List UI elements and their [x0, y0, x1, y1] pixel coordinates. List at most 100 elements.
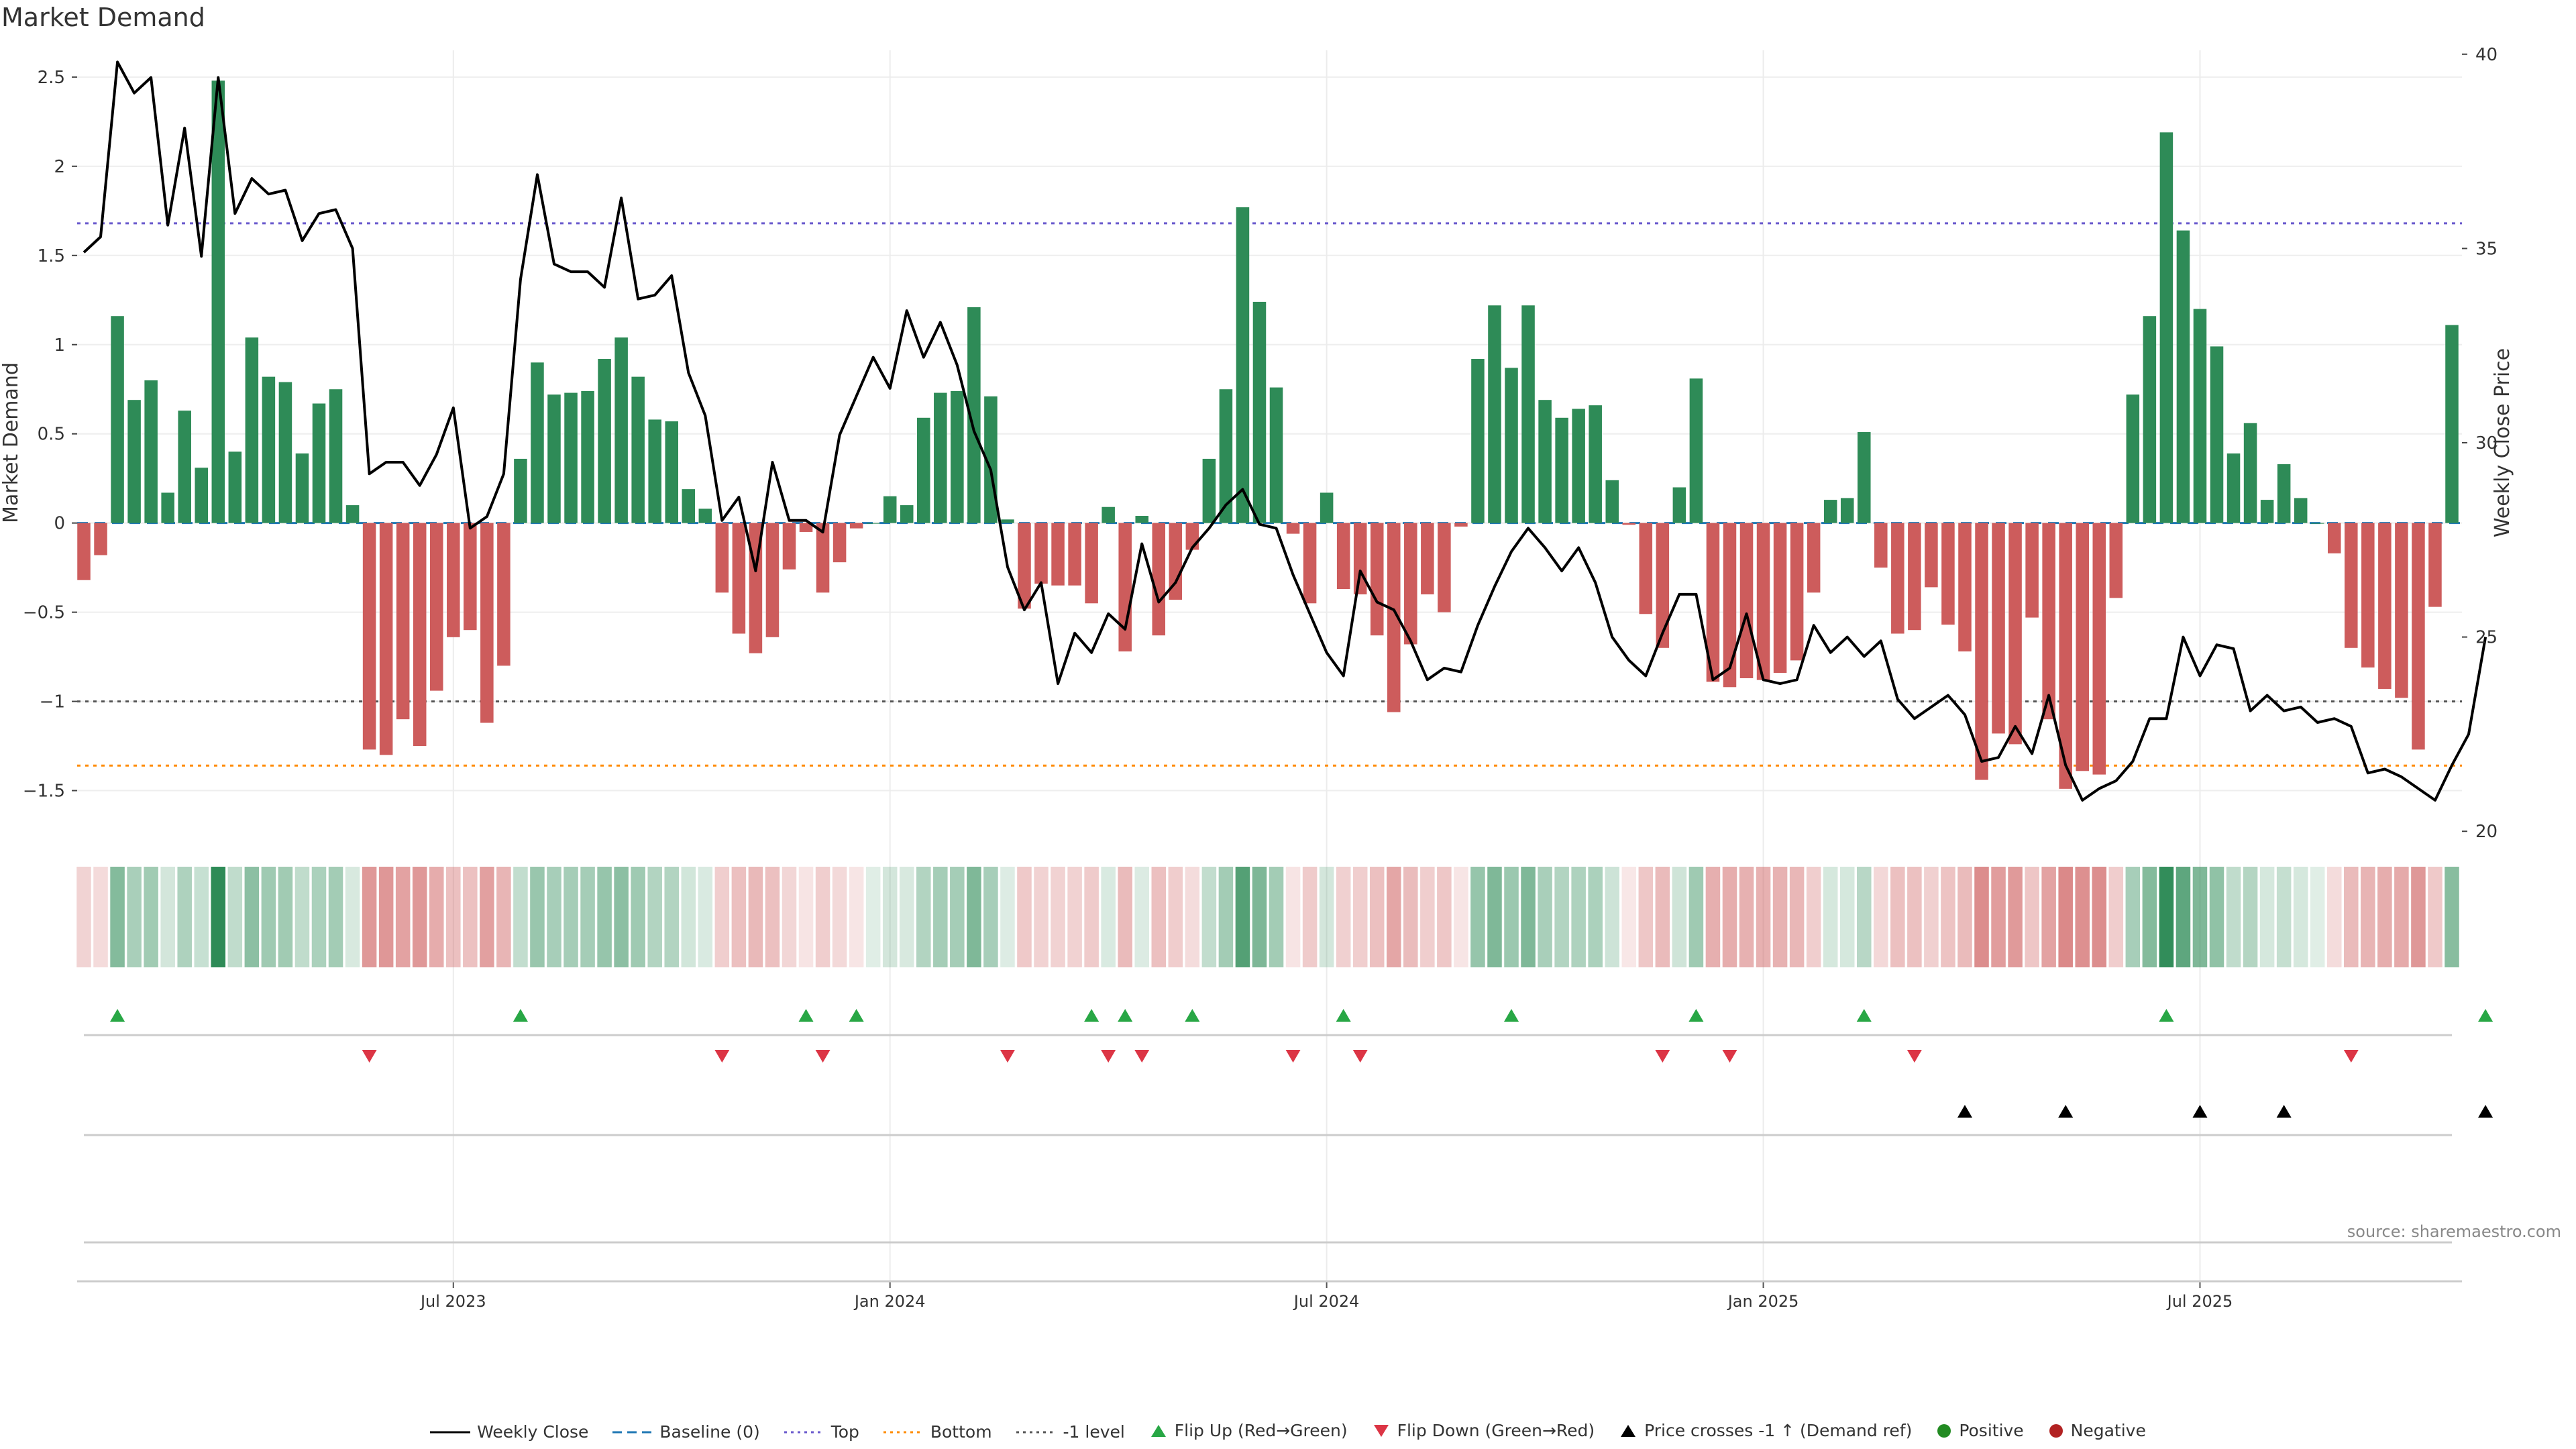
heat-cell	[1941, 867, 1955, 967]
heat-cell	[1605, 867, 1619, 967]
demand-bar	[514, 458, 527, 523]
demand-bar	[2310, 523, 2324, 524]
heat-cell	[1974, 867, 1989, 967]
demand-bar	[2226, 453, 2241, 523]
demand-bar	[631, 376, 645, 523]
demand-bar	[1807, 523, 1821, 593]
heat-cell	[631, 867, 645, 967]
heat-cell	[2445, 867, 2459, 967]
heat-cell	[2125, 867, 2141, 967]
heat-cell	[1319, 867, 1334, 967]
legend-positive: Positive	[1936, 1421, 2024, 1440]
heat-cell	[2209, 867, 2224, 967]
heat-cell	[882, 867, 898, 967]
heat-cell	[2058, 867, 2073, 967]
heat-cell	[480, 867, 494, 967]
demand-bar	[1756, 523, 1770, 680]
legend-price-cross: Price crosses -1 ↑ (Demand ref)	[1619, 1421, 1912, 1440]
demand-bar	[1387, 523, 1401, 712]
heat-cell	[1454, 867, 1468, 967]
price-cross-marker	[2192, 1105, 2208, 1118]
y2-tick-label: 40	[2475, 45, 2498, 65]
heat-cell	[530, 867, 545, 967]
heat-cell	[2361, 867, 2375, 967]
flip-up-marker	[849, 1009, 864, 1022]
legend-label: Weekly Close	[477, 1422, 589, 1442]
demand-bar	[682, 489, 696, 523]
demand-bar	[2378, 523, 2392, 689]
legend-label: -1 level	[1063, 1422, 1125, 1442]
heat-cell	[2411, 867, 2426, 967]
demand-bar	[1034, 523, 1048, 584]
flip-up-marker	[1504, 1009, 1519, 1022]
heat-cell	[2394, 867, 2409, 967]
price-cross-marker	[1957, 1105, 1972, 1118]
demand-bar	[1336, 523, 1350, 590]
demand-bar	[698, 508, 712, 523]
heat-cell	[1285, 867, 1301, 967]
demand-bar	[2395, 523, 2408, 698]
demand-bar	[312, 403, 326, 523]
heat-cell	[412, 867, 427, 967]
demand-bar	[782, 523, 796, 570]
demand-bar	[195, 468, 209, 523]
heat-cell	[1487, 867, 1502, 967]
demand-bar	[396, 523, 410, 720]
demand-bar	[581, 390, 594, 523]
demand-bar	[2008, 523, 2022, 745]
demand-bar	[1051, 523, 1065, 586]
legend-label: Price crosses -1 ↑ (Demand ref)	[1644, 1421, 1913, 1440]
heat-cell	[2243, 867, 2258, 967]
heat-cell	[1437, 867, 1452, 967]
page-title: Market Demand	[1, 3, 205, 32]
flip-down-marker	[1722, 1050, 1737, 1063]
y-tick-label: −0.5	[23, 603, 65, 623]
demand-bar	[2092, 523, 2106, 775]
demand-bar	[1404, 523, 1417, 645]
demand-bar	[379, 523, 393, 755]
circle-icon	[2049, 1424, 2063, 1438]
heat-cell	[1638, 867, 1654, 967]
demand-bar	[1538, 400, 1552, 523]
heat-cell	[328, 867, 343, 967]
demand-bar	[531, 362, 544, 523]
demand-bar	[1639, 523, 1653, 614]
demand-bar	[2428, 523, 2442, 607]
demand-bar	[77, 523, 91, 580]
demand-heatmap-strip	[76, 867, 2459, 967]
demand-bar	[1605, 480, 1619, 523]
heat-cell	[244, 867, 260, 967]
heat-cell	[1672, 867, 1687, 967]
heat-cell	[2108, 867, 2124, 967]
heat-cell	[1051, 867, 1065, 967]
heat-cell	[362, 867, 377, 967]
demand-bar	[413, 523, 427, 747]
heat-cell	[647, 867, 662, 967]
heat-cell	[160, 867, 175, 967]
demand-bar	[2042, 523, 2055, 720]
legend-label: Baseline (0)	[659, 1422, 760, 1442]
legend-label: Negative	[2070, 1421, 2146, 1440]
heat-cell	[2008, 867, 2023, 967]
flip-up-marker	[1118, 1009, 1133, 1022]
demand-bar	[1135, 516, 1148, 523]
demand-bar	[665, 421, 679, 523]
demand-bar	[94, 523, 107, 555]
demand-bar	[1908, 523, 1921, 631]
heat-cell	[1017, 867, 1032, 967]
demand-bar	[1874, 523, 1888, 568]
heat-cell	[1705, 867, 1721, 967]
legend-label: Flip Down (Green→Red)	[1397, 1421, 1595, 1440]
demand-bar	[1790, 523, 1804, 661]
heat-cell	[2293, 867, 2308, 967]
demand-bar	[1068, 523, 1081, 586]
heat-cell	[865, 867, 881, 967]
demand-bar	[1471, 359, 1485, 523]
source-credit: source: sharemaestro.com	[2347, 1222, 2561, 1241]
demand-bar	[211, 80, 225, 523]
demand-bar	[345, 505, 360, 523]
demand-bar	[2109, 523, 2123, 598]
legend-flip-up: Flip Up (Red→Green)	[1149, 1421, 1348, 1440]
demand-bar	[648, 419, 661, 523]
circle-icon	[1937, 1424, 1951, 1438]
